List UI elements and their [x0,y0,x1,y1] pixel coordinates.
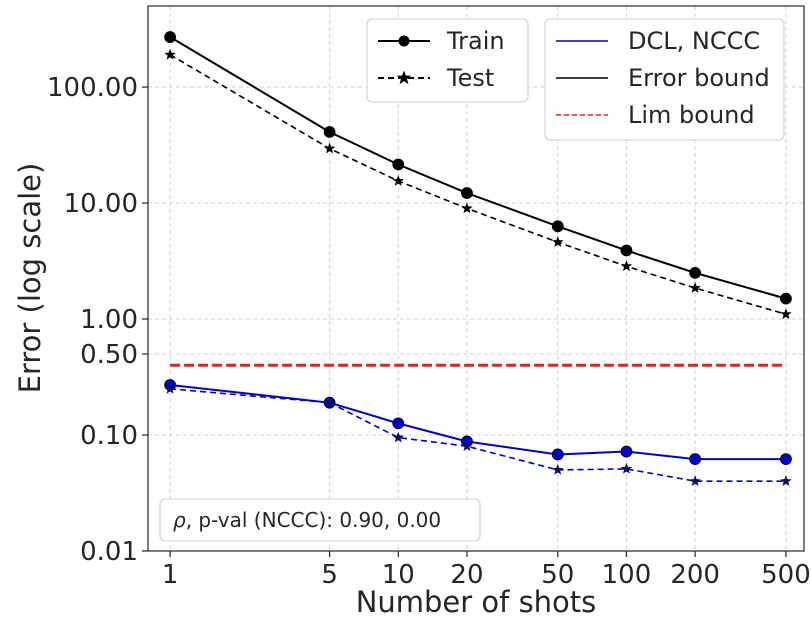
legend-lim-bound-label: Lim bound [628,101,755,129]
error-bound-test-point [780,308,792,320]
error-bound-test-point [392,174,404,186]
dcl-nccc-train-point [620,445,633,458]
legend-lines-box [544,18,785,141]
x-tick-label: 5 [321,560,338,590]
legend-dcl-label: DCL, NCCC [628,27,760,55]
annotation-box [159,498,481,542]
annotation-rho: ρ [173,508,186,532]
plot-frame [147,5,805,552]
error-bound-test-line [169,54,787,315]
legend-lines: DCL, NCCC Error bound Lim bound [544,18,785,141]
y-axis-title: Error (log scale) [13,163,47,394]
dcl-nccc-test-point [323,396,336,408]
y-tick-label: 0.01 [80,537,138,567]
error-bound-test-point [323,142,336,154]
y-tick-label: 1.00 [80,305,138,335]
x-tick-label: 100 [602,560,652,590]
dcl-nccc-test-point [780,475,792,487]
error-bound-train-point [392,158,405,171]
error-bound-train-point [461,187,473,199]
dcl-nccc-train-point [780,453,792,465]
legend-error-bound-label: Error bound [628,64,770,92]
dcl-nccc-test-point [392,431,404,443]
x-tick-label: 500 [761,560,811,590]
error-bound-train-point [164,31,177,43]
dcl-nccc-test-line [170,388,786,482]
dcl-nccc-train-point [392,417,405,430]
error-bound-test-point [164,48,176,60]
dcl-nccc-train-point [551,448,564,461]
x-tick-label: 20 [450,560,483,590]
series-layer [164,31,792,487]
x-axis-title: Number of shots [356,585,597,619]
error-bound-train-point [323,126,336,138]
tick-layer: 1 5 10 20 50 100 200 500 0.01 0.10 0.50 1.00 10.00 10… [47,73,811,590]
error-bound-train-point [620,244,633,257]
x-tick-label: 1 [162,560,179,590]
y-tick-label: 0.50 [80,340,138,370]
error-bound-train-line [169,36,787,300]
y-tick-label: 10.00 [64,189,138,219]
dcl-nccc-test-point [461,440,473,452]
y-tick-label: 0.10 [80,421,138,451]
error-bound-train-point [689,266,702,279]
dcl-nccc-test-point [164,382,176,394]
error-bound-test-point [461,202,473,214]
y-tick-label: 100.00 [47,73,138,103]
x-tick-label: 10 [382,560,415,590]
error-bound-test-point [620,260,633,272]
dcl-nccc-test-point [552,463,564,475]
error-bound-train-point [551,220,564,233]
legend-train-label: Train [446,27,505,55]
error-bound-train-point [780,292,792,305]
error-bound-test-point [689,282,701,293]
legend-test-marker [396,70,412,85]
dcl-nccc-train-point [689,453,702,465]
correlation-annotation: ρ, p-val (NCCC): 0.90, 0.00 [159,498,481,542]
legend-markers: Train Test [366,18,529,103]
x-tick-label: 200 [670,560,720,590]
legend-test-label: Test [446,64,494,92]
annotation-values: , p-val (NCCC): 0.90, 0.00 [186,508,441,532]
dcl-nccc-train-line [169,383,786,461]
x-tick-label: 50 [541,560,574,590]
dcl-nccc-test-point [689,475,701,487]
annotation-text: ρ, p-val (NCCC): 0.90, 0.00 [173,508,441,532]
legend-train-marker [398,35,410,47]
dcl-nccc-test-point [620,462,633,474]
error-bound-test-point [552,236,564,248]
